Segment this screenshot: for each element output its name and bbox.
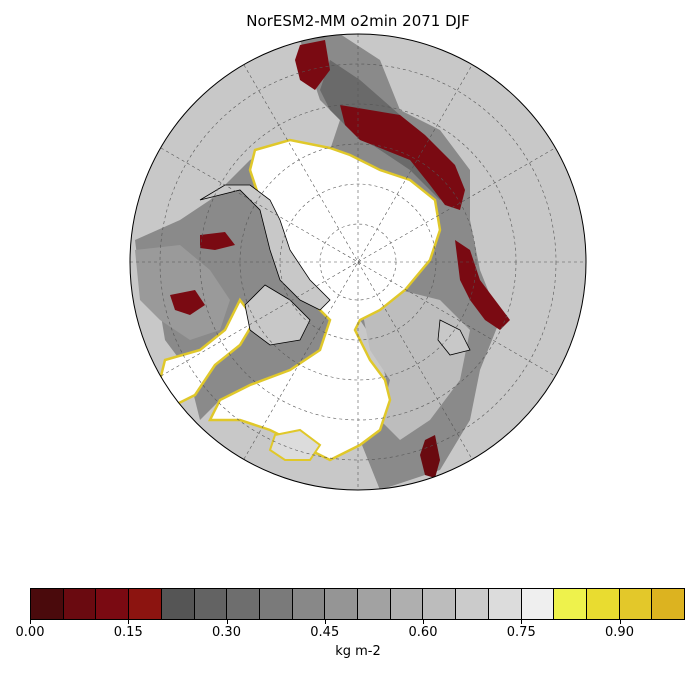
- colorbar-swatch: [652, 589, 685, 619]
- map-title: NorESM2-MM o2min 2071 DJF: [246, 12, 470, 30]
- colorbar-units: kg m-2: [335, 644, 381, 659]
- coastline-canada: [199, 184, 331, 311]
- colorbar-swatch: [554, 589, 587, 619]
- red-zone-east: [455, 240, 510, 330]
- gridlines: [130, 34, 586, 490]
- colorbar-swatch: [488, 589, 522, 619]
- colorbar-tick-label: 0.00: [15, 625, 45, 640]
- colorbar-tick-label: 0.90: [605, 625, 634, 640]
- ice-region-bering: [268, 428, 322, 461]
- colorbar-tick-mark: [521, 620, 523, 624]
- map-boundary: [129, 33, 587, 491]
- colorbar-swatch: [129, 589, 162, 619]
- colorbar-tick-mark: [226, 620, 228, 624]
- colorbar-swatch: [194, 589, 228, 619]
- colorbar-swatch: [63, 589, 97, 619]
- red-zone-north: [295, 40, 330, 90]
- colorbar-swatch: [423, 589, 457, 619]
- colorbar-tick-label: 0.45: [310, 625, 340, 640]
- colorbar-tick-mark: [30, 620, 31, 624]
- colorbar-swatch: [96, 589, 130, 619]
- colorbar-swatch: [390, 589, 424, 619]
- colorbar-swatch: [521, 589, 555, 619]
- colorbar-swatch: [325, 589, 359, 619]
- colorbar-swatch: [259, 589, 293, 619]
- colorbar-swatch: [456, 589, 489, 619]
- colorbar-tick-label: 0.75: [506, 625, 536, 640]
- colorbar-swatch: [586, 589, 620, 619]
- colorbar-tick-mark: [619, 620, 621, 624]
- colorbar-swatch: [619, 589, 653, 619]
- polar-map: [129, 33, 587, 491]
- colorbar-tick-mark: [128, 620, 130, 624]
- colorbar-tick-label: 0.30: [212, 625, 241, 640]
- colorbar-swatch: [227, 589, 260, 619]
- colorbar-tick-label: 0.60: [408, 625, 438, 640]
- coastline-greenland: [244, 284, 311, 346]
- colorbar-tick-mark: [324, 620, 326, 624]
- red-zone-labrador: [200, 232, 235, 250]
- red-zone-southeast: [420, 435, 440, 478]
- coastline-svalbard: [437, 319, 471, 356]
- red-zone-northeast: [340, 105, 465, 210]
- colorbar-swatch: [292, 589, 326, 619]
- red-zone-west: [170, 290, 205, 315]
- colorbar-swatch: [161, 589, 195, 619]
- colorbar-tick-mark: [423, 620, 424, 624]
- colorbar: [30, 588, 685, 620]
- colorbar-swatch: [358, 589, 391, 619]
- colorbar-tick-label: 0.15: [113, 625, 143, 640]
- colorbar-swatch: [31, 589, 64, 619]
